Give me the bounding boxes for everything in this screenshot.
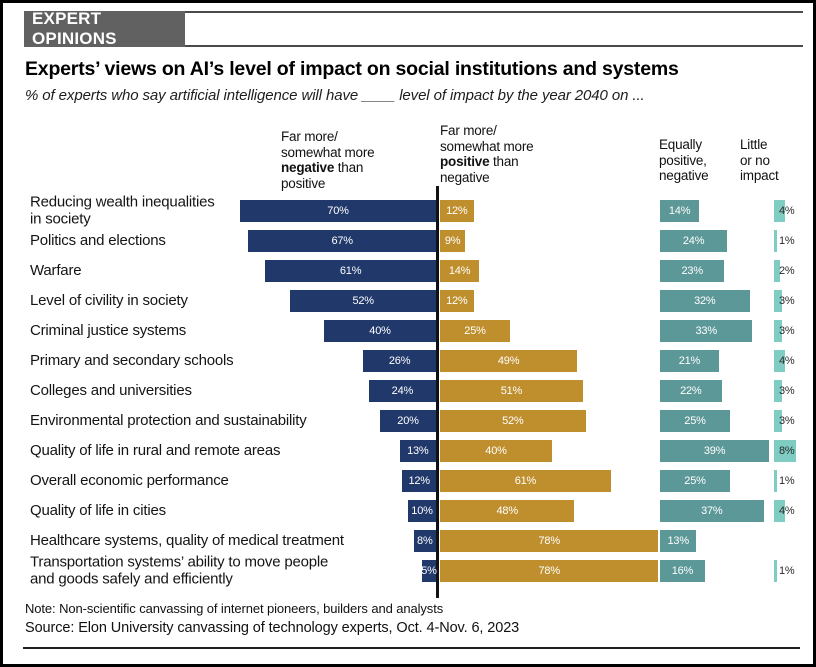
- column-header-positive: Far more/ somewhat more positive than ne…: [440, 123, 570, 185]
- column-header-positive-prefix: Far more/ somewhat more: [440, 123, 534, 154]
- column-header-little: Little or no impact: [740, 137, 779, 183]
- category-label: Environmental protection and sustainabil…: [30, 411, 307, 429]
- positive-bar: 12%: [440, 290, 474, 312]
- source-text: Source: Elon University canvassing of te…: [25, 620, 520, 636]
- category-label: Politics and elections: [30, 231, 166, 249]
- little-value-label: 3%: [779, 415, 795, 427]
- little-value-label: 3%: [779, 295, 795, 307]
- page-title: Experts’ views on AI’s level of impact o…: [25, 58, 679, 80]
- positive-bar: 25%: [440, 320, 510, 342]
- positive-bar: 12%: [440, 200, 474, 222]
- negative-bar: 12%: [402, 470, 436, 492]
- positive-bar: 78%: [440, 530, 659, 552]
- negative-bar: 61%: [265, 260, 436, 282]
- bottom-rule: [23, 647, 800, 649]
- negative-bar: 24%: [368, 380, 436, 402]
- positive-bar: 78%: [440, 560, 659, 582]
- little-value-label: 1%: [779, 475, 795, 487]
- little-bar: [774, 560, 777, 582]
- column-header-positive-bold: positive: [440, 154, 490, 169]
- little-bar: [774, 440, 797, 462]
- chart-rows: Reducing wealth inequalities in society 7…: [3, 193, 813, 588]
- little-bar: [774, 470, 777, 492]
- equally-bar: 22%: [660, 380, 722, 402]
- negative-bar: 40%: [324, 320, 436, 342]
- equally-bar: 32%: [660, 290, 750, 312]
- negative-bar: 10%: [408, 500, 436, 522]
- little-bar: [774, 200, 786, 222]
- category-label: Reducing wealth inequalities in society: [30, 193, 215, 227]
- little-bar: [774, 320, 783, 342]
- column-header-equally: Equally positive, negative: [659, 137, 709, 183]
- category-label: Warfare: [30, 261, 82, 279]
- positive-bar: 9%: [440, 230, 466, 252]
- positive-bar: 14%: [440, 260, 480, 282]
- equally-bar: 23%: [660, 260, 725, 282]
- equally-bar: 16%: [660, 560, 705, 582]
- equally-bar: 25%: [660, 410, 730, 432]
- note-text: Note: Non-scientific canvassing of inter…: [25, 601, 444, 616]
- category-label: Quality of life in rural and remote area…: [30, 441, 281, 459]
- equally-bar: 33%: [660, 320, 753, 342]
- axis-line: [436, 186, 439, 598]
- subtitle: % of experts who say artificial intellig…: [25, 87, 645, 104]
- equally-bar: 24%: [660, 230, 728, 252]
- little-value-label: 8%: [779, 445, 795, 457]
- equally-bar: 37%: [660, 500, 764, 522]
- equally-bar: 25%: [660, 470, 730, 492]
- positive-bar: 52%: [440, 410, 586, 432]
- column-header-negative-bold: negative: [281, 160, 335, 175]
- kicker-tag-label: EXPERT OPINIONS: [32, 9, 117, 48]
- category-label: Colleges and universities: [30, 381, 192, 399]
- category-label: Criminal justice systems: [30, 321, 187, 339]
- negative-bar: 8%: [413, 530, 436, 552]
- category-label: Primary and secondary schools: [30, 351, 234, 369]
- category-label: Level of civility in society: [30, 291, 188, 309]
- little-value-label: 4%: [779, 205, 795, 217]
- positive-bar: 49%: [440, 350, 578, 372]
- equally-bar: 13%: [660, 530, 697, 552]
- little-value-label: 4%: [779, 355, 795, 367]
- banner-bottom-rule: [24, 45, 803, 47]
- little-value-label: 3%: [779, 385, 795, 397]
- negative-bar: 13%: [399, 440, 436, 462]
- negative-bar: 70%: [240, 200, 436, 222]
- column-header-negative-suffix: than positive: [281, 160, 364, 191]
- category-label: Healthcare systems, quality of medical t…: [30, 531, 344, 549]
- negative-bar: 67%: [248, 230, 436, 252]
- little-value-label: 2%: [779, 265, 795, 277]
- little-bar: [774, 290, 783, 312]
- little-bar: [774, 260, 780, 282]
- little-bar: [774, 500, 786, 522]
- category-label: Quality of life in cities: [30, 501, 166, 519]
- column-header-negative-prefix: Far more/ somewhat more: [281, 129, 375, 160]
- equally-bar: 39%: [660, 440, 770, 462]
- little-value-label: 3%: [779, 325, 795, 337]
- negative-bar: 52%: [290, 290, 436, 312]
- negative-bar: 26%: [363, 350, 436, 372]
- column-header-positive-suffix: than negative: [440, 154, 519, 185]
- positive-bar: 48%: [440, 500, 575, 522]
- positive-bar: 40%: [440, 440, 552, 462]
- little-value-label: 1%: [779, 235, 795, 247]
- little-value-label: 1%: [779, 565, 795, 577]
- category-label: Transportation systems’ ability to move …: [30, 553, 329, 587]
- equally-bar: 21%: [660, 350, 719, 372]
- negative-bar: 20%: [380, 410, 436, 432]
- equally-bar: 14%: [660, 200, 700, 222]
- positive-bar: 61%: [440, 470, 611, 492]
- kicker-tag: EXPERT OPINIONS: [24, 9, 185, 48]
- positive-bar: 51%: [440, 380, 583, 402]
- column-header-negative: Far more/ somewhat more negative than po…: [281, 129, 406, 191]
- little-bar: [774, 230, 777, 252]
- banner-top-rule: [24, 11, 803, 13]
- little-bar: [774, 410, 783, 432]
- little-bar: [774, 350, 786, 372]
- little-value-label: 4%: [779, 505, 795, 517]
- little-bar: [774, 380, 783, 402]
- category-label: Overall economic performance: [30, 471, 229, 489]
- negative-bar: 5%: [421, 560, 437, 582]
